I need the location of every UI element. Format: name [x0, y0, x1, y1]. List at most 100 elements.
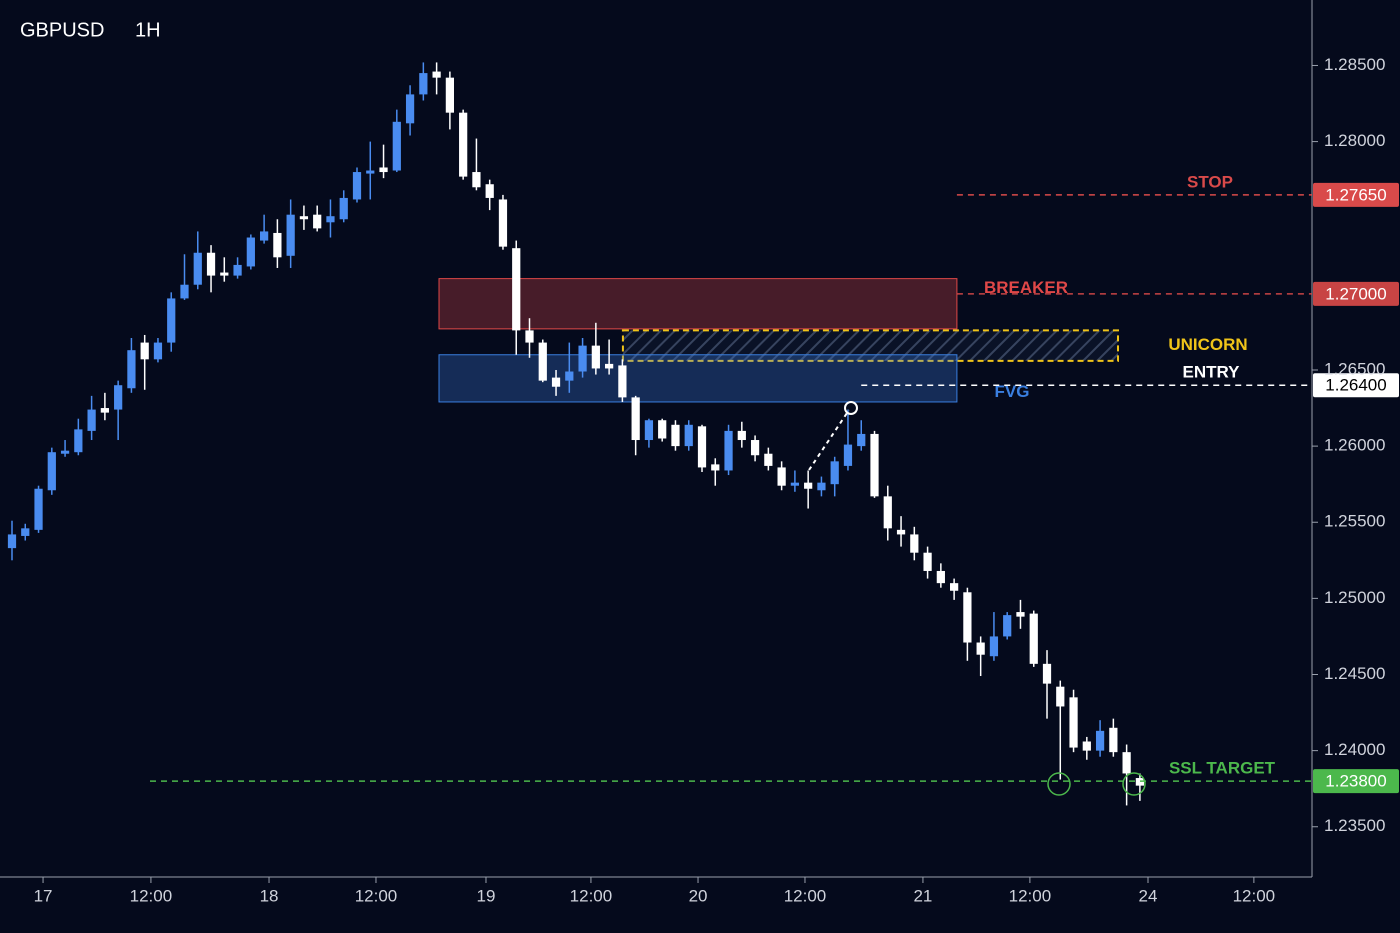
candle-body — [1109, 727, 1118, 753]
candle-body — [260, 231, 269, 241]
x-tick-label: 21 — [913, 886, 932, 905]
candle-body — [405, 94, 415, 124]
candle-body — [963, 592, 972, 643]
candle-body — [1069, 697, 1078, 748]
candle-body — [724, 430, 733, 471]
candle-body — [1029, 613, 1038, 664]
x-tick-label: 12:00 — [1233, 886, 1276, 905]
candle-body — [100, 408, 109, 413]
candle-body — [896, 529, 906, 535]
candle-body — [857, 433, 866, 447]
candle-body — [1042, 663, 1052, 684]
x-tick-label: 17 — [34, 886, 53, 905]
candle-body — [631, 397, 640, 441]
x-tick-label: 24 — [1139, 886, 1158, 905]
candle-body — [140, 342, 149, 360]
y-tick-label: 1.24000 — [1324, 740, 1385, 759]
y-tick-label: 1.26500 — [1324, 359, 1385, 378]
candle-body — [565, 371, 574, 381]
zone — [621, 329, 1120, 362]
candle-body — [843, 444, 853, 466]
swing-marker — [844, 401, 858, 415]
candle-body — [684, 424, 693, 447]
candle-body — [618, 365, 627, 398]
candle-body — [697, 426, 707, 468]
candle-body — [1095, 730, 1105, 751]
level-price-label: 1.27000 — [1325, 284, 1386, 303]
candle-body — [750, 440, 760, 456]
candle-body — [525, 330, 534, 343]
candle-body — [21, 528, 30, 536]
candle-body — [339, 197, 348, 220]
zone-label: BREAKER — [984, 278, 1068, 297]
level-label: ENTRY — [1183, 363, 1241, 382]
candle-body — [923, 552, 932, 571]
candle-body — [167, 298, 176, 343]
candles — [7, 62, 1145, 806]
candle-body — [47, 452, 56, 491]
candle-body — [153, 342, 163, 360]
candle-body — [485, 184, 494, 198]
level-price-box — [1313, 281, 1399, 306]
candle-body — [114, 385, 123, 410]
y-tick-label: 1.25500 — [1324, 512, 1385, 531]
candle-body — [366, 170, 375, 174]
candle-body — [392, 121, 401, 171]
candle-body — [432, 71, 441, 78]
zones: BREAKER UNICORN FVG — [438, 278, 1248, 403]
candle-body — [498, 199, 508, 247]
candle-body — [273, 232, 282, 258]
candle-body — [883, 496, 892, 529]
x-tick-label: 12:00 — [570, 886, 613, 905]
y-tick-label: 1.23500 — [1324, 816, 1385, 835]
y-tick-label: 1.26000 — [1324, 436, 1385, 455]
x-tick-label: 20 — [689, 886, 708, 905]
candle-body — [551, 377, 561, 387]
candle-body — [817, 482, 826, 491]
candle-body — [1082, 741, 1091, 751]
candle-body — [459, 112, 468, 177]
x-tick-label: 18 — [260, 886, 279, 905]
candle-body — [870, 433, 879, 497]
candle-body — [989, 636, 999, 657]
zone — [438, 278, 958, 330]
candle-body — [1056, 686, 1065, 707]
candle-body — [950, 583, 959, 591]
candle-body — [591, 345, 600, 369]
zone — [438, 354, 958, 403]
candle-body — [352, 172, 362, 200]
candle-body — [605, 363, 614, 369]
candle-body — [180, 284, 189, 299]
candle-body — [246, 237, 255, 267]
level-label: STOP — [1187, 172, 1233, 191]
chart-subtitle: 1H — [135, 19, 161, 41]
candle-body — [512, 248, 521, 331]
level-price-label: 1.26400 — [1325, 376, 1386, 395]
candle-body — [830, 461, 839, 485]
zone-label: FVG — [995, 382, 1030, 401]
candle-body — [379, 167, 388, 173]
candle-body — [193, 252, 202, 285]
x-tick-label: 12:00 — [1009, 886, 1052, 905]
candle-body — [764, 453, 773, 466]
x-tick-label: 19 — [477, 886, 496, 905]
x-tick-label: 12:00 — [784, 886, 827, 905]
candle-body — [286, 214, 295, 256]
level-price-box — [1313, 769, 1399, 794]
candle-body — [74, 429, 83, 453]
candle-body — [472, 172, 481, 188]
candle-body — [671, 424, 680, 447]
level-price-box — [1313, 182, 1399, 207]
candle-body — [1003, 615, 1012, 637]
level-price-box — [1313, 373, 1399, 398]
candle-body — [419, 73, 428, 95]
candle-body — [658, 420, 667, 439]
y-tick-label: 1.24500 — [1324, 664, 1385, 683]
candle-body — [1135, 778, 1145, 786]
candle-body — [777, 467, 786, 486]
candle-body — [127, 350, 136, 389]
candle-body — [233, 264, 242, 276]
level-price-label: 1.23800 — [1325, 772, 1386, 791]
candle-body — [206, 252, 216, 276]
